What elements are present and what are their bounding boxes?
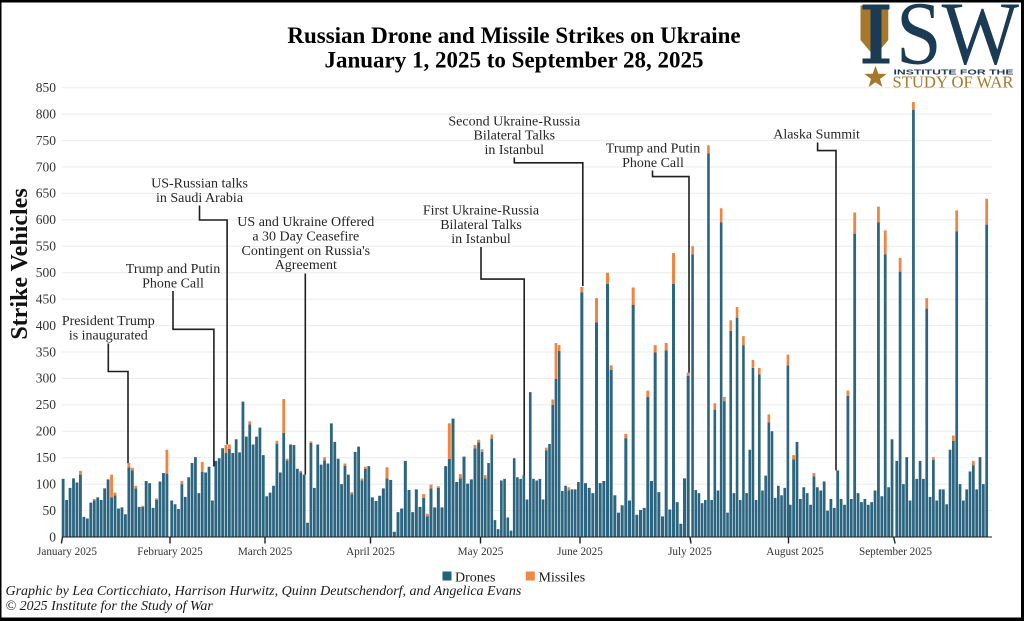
- svg-text:July 2025: July 2025: [668, 546, 712, 558]
- svg-text:© 2025 Institute for the Study: © 2025 Institute for the Study of War: [6, 599, 214, 614]
- svg-text:250: 250: [36, 397, 57, 412]
- svg-text:April 2025: April 2025: [346, 546, 395, 558]
- svg-text:750: 750: [36, 133, 57, 148]
- svg-text:INSTITUTE FOR THE: INSTITUTE FOR THE: [894, 70, 1015, 77]
- svg-text:350: 350: [36, 344, 57, 359]
- svg-text:is inaugurated: is inaugurated: [69, 328, 148, 343]
- svg-text:Contingent on Russia's: Contingent on Russia's: [242, 244, 371, 259]
- svg-text:President Trump: President Trump: [62, 314, 155, 329]
- svg-text:800: 800: [36, 106, 57, 121]
- svg-text:100: 100: [36, 476, 57, 491]
- svg-text:650: 650: [36, 186, 57, 201]
- svg-text:in Istanbul: in Istanbul: [485, 143, 545, 158]
- svg-text:Alaska Summit: Alaska Summit: [773, 128, 860, 143]
- svg-text:a 30 Day Ceasefire: a 30 Day Ceasefire: [252, 229, 359, 244]
- svg-text:June 2025: June 2025: [557, 546, 603, 558]
- svg-text:Second Ukraine-Russia: Second Ukraine-Russia: [448, 114, 581, 129]
- svg-text:500: 500: [36, 265, 57, 280]
- svg-text:March 2025: March 2025: [238, 546, 293, 558]
- svg-text:Phone Call: Phone Call: [142, 276, 204, 291]
- svg-text:First Ukraine-Russia: First Ukraine-Russia: [423, 204, 540, 219]
- svg-text:Bilateral Talks: Bilateral Talks: [440, 218, 522, 233]
- svg-text:Missiles: Missiles: [539, 570, 586, 585]
- svg-text:US and Ukraine Offered: US and Ukraine Offered: [237, 215, 374, 230]
- svg-text:50: 50: [43, 503, 57, 518]
- svg-text:0: 0: [49, 529, 56, 544]
- svg-text:Strike Vehicles: Strike Vehicles: [7, 188, 33, 339]
- svg-text:February 2025: February 2025: [137, 546, 203, 558]
- svg-text:in Istanbul: in Istanbul: [451, 232, 511, 247]
- svg-text:Russian Drone and Missile Stri: Russian Drone and Missile Strikes on Ukr…: [287, 23, 740, 48]
- svg-text:Graphic by Lea Corticchiato, H: Graphic by Lea Corticchiato, Harrison Hu…: [6, 584, 522, 599]
- svg-text:September 2025: September 2025: [859, 546, 932, 558]
- svg-text:600: 600: [36, 212, 57, 227]
- svg-text:US-Russian talks: US-Russian talks: [151, 177, 248, 192]
- svg-text:Trump and Putin: Trump and Putin: [126, 262, 220, 277]
- svg-text:in Saudi Arabia: in Saudi Arabia: [156, 191, 244, 206]
- svg-text:May 2025: May 2025: [458, 546, 504, 558]
- svg-text:150: 150: [36, 450, 57, 465]
- svg-text:550: 550: [36, 239, 57, 254]
- svg-text:January 2025: January 2025: [37, 546, 97, 558]
- svg-text:450: 450: [36, 291, 57, 306]
- svg-text:Bilateral Talks: Bilateral Talks: [474, 129, 556, 144]
- svg-text:August 2025: August 2025: [766, 546, 824, 558]
- svg-text:400: 400: [36, 318, 57, 333]
- svg-text:Phone Call: Phone Call: [622, 156, 684, 171]
- svg-text:200: 200: [36, 424, 57, 439]
- svg-text:SW: SW: [896, 0, 1019, 84]
- svg-text:700: 700: [36, 159, 57, 174]
- svg-text:STUDY OF WAR: STUDY OF WAR: [893, 73, 1014, 92]
- svg-text:850: 850: [36, 80, 57, 95]
- svg-text:Agreement: Agreement: [275, 258, 337, 273]
- svg-text:300: 300: [36, 371, 57, 386]
- svg-text:January 1, 2025 to September 2: January 1, 2025 to September 28, 2025: [324, 47, 703, 72]
- svg-text:Trump and Putin: Trump and Putin: [606, 142, 700, 157]
- svg-text:Drones: Drones: [455, 570, 495, 585]
